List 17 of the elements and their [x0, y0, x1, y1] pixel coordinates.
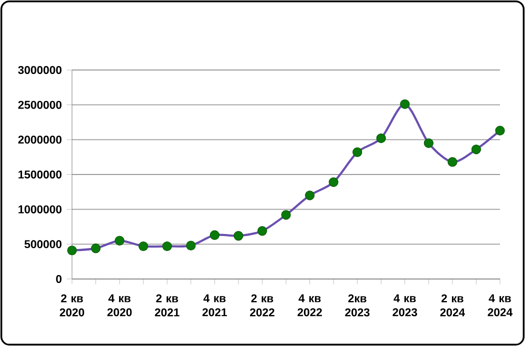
x-tick-label: 2кв 2023 — [345, 294, 370, 316]
x-tick-label: 4 кв 2021 — [202, 294, 227, 316]
x-tick-label: 2 кв 2022 — [250, 294, 274, 316]
y-tick-label: 1500000 — [18, 170, 62, 178]
y-tick-label: 2500000 — [18, 100, 62, 109]
y-tick-label: 0 — [56, 274, 62, 283]
y-tick-label: 500000 — [24, 240, 62, 248]
x-tick-label: 2 кв 2020 — [60, 294, 84, 316]
x-tick-label: 4 кв 2024 — [488, 294, 513, 316]
x-tick-label: 2 кв 2024 — [440, 294, 465, 316]
x-tick-label: 4 кв 2023 — [392, 294, 418, 316]
x-tick-label: 2 кв 2021 — [154, 294, 180, 316]
x-tick-label: 4 кв 2020 — [107, 294, 132, 316]
y-tick-label: 3000000 — [18, 66, 62, 74]
y-tick-label: 2000000 — [18, 136, 62, 144]
x-tick-label: 4 кв 2022 — [298, 294, 322, 316]
y-tick-label: 1000000 — [18, 205, 62, 214]
